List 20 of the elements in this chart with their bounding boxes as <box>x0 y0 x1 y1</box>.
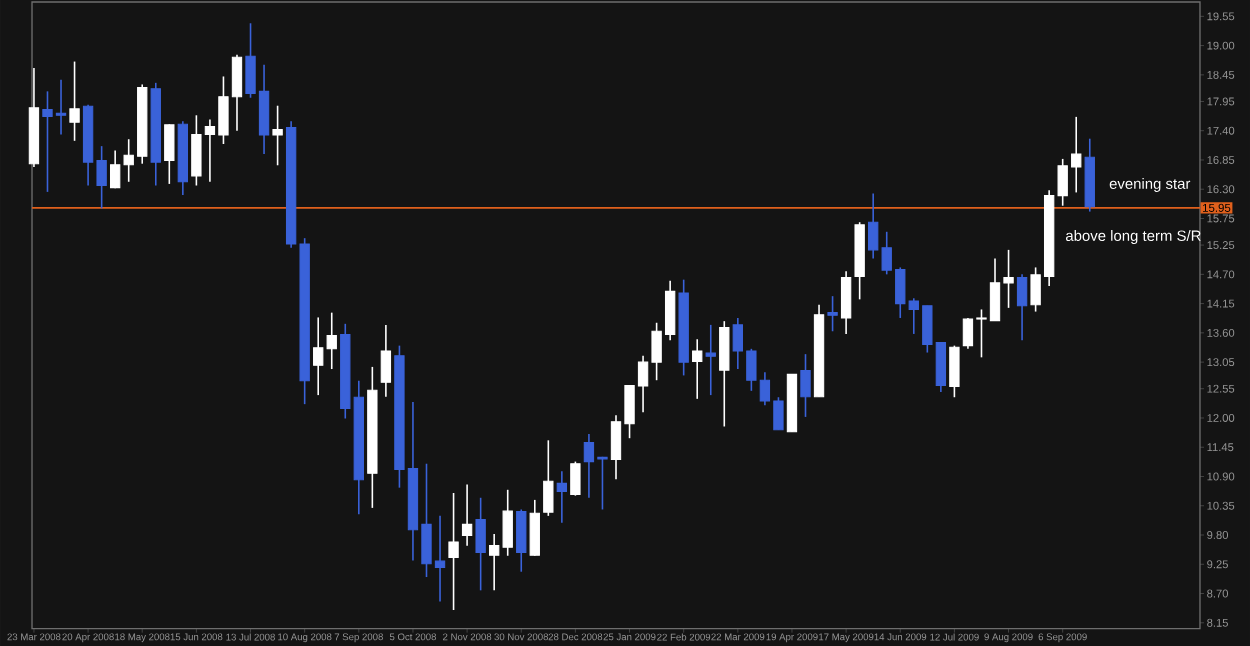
candlestick <box>692 338 703 400</box>
candlestick <box>705 324 716 396</box>
candlestick <box>543 439 554 517</box>
candlestick <box>164 123 175 185</box>
candlestick <box>840 270 852 335</box>
candlestick <box>800 353 811 418</box>
candlestick <box>949 344 960 399</box>
candlestick <box>380 324 392 398</box>
candlestick <box>529 499 540 557</box>
candlestick <box>475 496 486 592</box>
candlestick <box>516 508 527 573</box>
candlestick <box>719 320 730 428</box>
candlestick <box>272 104 283 167</box>
candlestick <box>1016 273 1028 342</box>
candlestick <box>461 483 473 547</box>
candlestick <box>827 295 838 333</box>
candlestick <box>570 460 581 497</box>
candlestick <box>69 60 80 142</box>
candlestick <box>556 470 568 524</box>
candlestick <box>448 492 459 611</box>
